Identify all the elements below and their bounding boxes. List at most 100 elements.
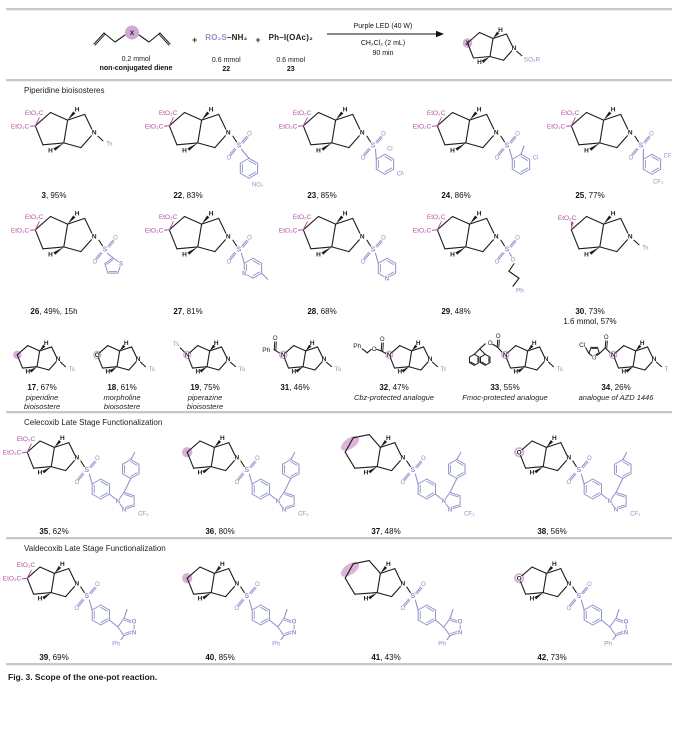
- compound-label: 32, 47%: [342, 383, 446, 393]
- compound-yield: , 55%: [499, 383, 519, 392]
- svg-text:Ph: Ph: [516, 287, 524, 294]
- compound-number: 30: [575, 307, 584, 316]
- compound-yield: , 85%: [316, 191, 336, 200]
- svg-text:H: H: [640, 340, 645, 347]
- svg-text:H: H: [386, 561, 391, 568]
- oxidant-number: 23: [287, 65, 295, 74]
- svg-text:O: O: [247, 235, 252, 241]
- svg-text:EtO₂C: EtO₂C: [279, 227, 298, 234]
- sulfonamide-block: RO₂S–NH₂ 0.6 mmol 22: [205, 17, 247, 74]
- svg-text:S: S: [84, 593, 89, 600]
- svg-text:Ph: Ph: [353, 343, 361, 350]
- compound-label: 3, 95%: [2, 191, 106, 201]
- compound-label: 23, 85%: [270, 191, 374, 201]
- svg-text:N: N: [234, 580, 239, 587]
- svg-text:Ts: Ts: [556, 366, 563, 373]
- svg-text:EtO₂C: EtO₂C: [159, 110, 178, 117]
- svg-text:O: O: [488, 341, 493, 347]
- svg-text:H: H: [209, 107, 214, 114]
- svg-text:Ph: Ph: [262, 347, 270, 354]
- svg-text:S: S: [371, 142, 376, 149]
- svg-text:Ts: Ts: [106, 140, 113, 147]
- svg-text:EtO₂C: EtO₂C: [3, 450, 22, 457]
- compound-yield: , 47%: [388, 383, 408, 392]
- compound-number: 22: [173, 191, 182, 200]
- svg-text:H: H: [513, 368, 518, 375]
- svg-text:H: H: [552, 561, 557, 568]
- svg-text:N: N: [624, 630, 628, 636]
- compound-number: 39: [39, 653, 48, 662]
- compound-label: 29, 48%: [404, 307, 508, 317]
- sulfonamide-ro2s: RO₂S: [205, 33, 227, 42]
- svg-text:N: N: [387, 352, 392, 359]
- svg-text:NO₂: NO₂: [252, 182, 264, 188]
- svg-text:S: S: [119, 262, 123, 268]
- arrow-head: [436, 31, 444, 37]
- arrow-block: Purple LED (40 W) CH₂Cl₂ (2 mL) 90 min: [323, 17, 447, 61]
- svg-text:O: O: [255, 456, 260, 462]
- section-divider: [6, 411, 672, 414]
- compound-label: 25, 77%: [538, 191, 642, 201]
- svg-text:O: O: [511, 257, 516, 263]
- compound-label: 24, 86%: [404, 191, 508, 201]
- oxidant-amount: 0.6 mmol: [276, 56, 305, 65]
- svg-text:O: O: [604, 335, 609, 341]
- svg-text:O: O: [95, 582, 100, 588]
- svg-text:H: H: [60, 561, 65, 568]
- diene-name: non-conjugated diene: [100, 64, 173, 73]
- svg-text:N: N: [511, 45, 516, 52]
- oxidant-formula: Ph–I(OAc)₂: [269, 33, 313, 42]
- svg-text:N: N: [132, 630, 136, 636]
- svg-text:O: O: [74, 480, 79, 486]
- compound-yield: , 48%: [450, 307, 470, 316]
- svg-text:H: H: [105, 368, 110, 375]
- svg-text:H: H: [450, 251, 455, 258]
- svg-text:Ts: Ts: [173, 341, 180, 348]
- svg-text:H: H: [182, 251, 187, 258]
- svg-text:N: N: [611, 352, 616, 359]
- compound-note: bioisostere: [2, 402, 82, 411]
- svg-text:H: H: [621, 368, 626, 375]
- compound-number: 36: [205, 527, 214, 536]
- svg-text:H: H: [209, 211, 214, 218]
- compound-label: 34, 26%: [564, 383, 668, 393]
- svg-text:H: H: [611, 211, 616, 218]
- svg-text:S: S: [103, 246, 108, 253]
- svg-text:H: H: [75, 211, 80, 218]
- svg-text:H: H: [310, 340, 315, 347]
- svg-text:S: S: [410, 467, 415, 474]
- svg-text:O: O: [247, 131, 252, 137]
- svg-text:EtO₂C: EtO₂C: [17, 562, 36, 569]
- svg-text:O: O: [515, 131, 520, 137]
- svg-text:H: H: [386, 435, 391, 442]
- oxidant-block: Ph–I(OAc)₂ 0.6 mmol 23: [269, 17, 313, 74]
- compound-yield: , 61%: [116, 383, 136, 392]
- svg-text:H: H: [60, 435, 65, 442]
- svg-text:O: O: [381, 235, 386, 241]
- svg-text:H: H: [584, 251, 589, 258]
- compound-card-25: NHHEtO₂CEtO₂CSOOCF₃CF₃25, 77%: [538, 97, 672, 201]
- condition-led: Purple LED (40 W): [353, 23, 412, 30]
- compound-yield: , 69%: [48, 653, 68, 662]
- svg-text:Ts: Ts: [148, 366, 155, 373]
- svg-text:N: N: [442, 499, 446, 505]
- svg-text:O: O: [292, 620, 297, 626]
- svg-text:N: N: [628, 129, 633, 136]
- reaction-scheme: X 0.2 mmol non-conjugated diene + RO₂S–N…: [0, 11, 678, 79]
- svg-text:H: H: [316, 251, 321, 258]
- svg-text:N: N: [494, 233, 499, 240]
- svg-text:N: N: [116, 499, 120, 505]
- svg-text:O: O: [592, 355, 597, 361]
- svg-text:H: H: [214, 340, 219, 347]
- compound-yield: , 83%: [182, 191, 202, 200]
- svg-text:N: N: [122, 508, 126, 514]
- compound-yield: , 75%: [199, 383, 219, 392]
